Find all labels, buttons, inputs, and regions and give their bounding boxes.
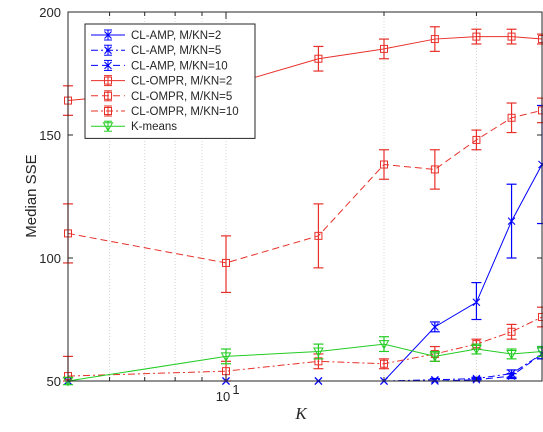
data-point-stroke: [507, 217, 516, 225]
legend-marker: [104, 107, 112, 115]
series-line: [67, 109, 543, 264]
data-point: [430, 35, 439, 44]
data-point: [380, 44, 388, 53]
legend-label: CL-AMP, M/KN=5: [131, 45, 221, 57]
plot-frame: [67, 11, 543, 382]
legend-box: [84, 23, 256, 139]
x-axis-label: K: [294, 404, 308, 423]
data-point: [430, 375, 439, 384]
legend-label: CL-AMP, M/KN=2: [131, 30, 221, 42]
legend-entry: CL-AMP, M/KN=10: [91, 59, 228, 72]
data-point-stroke: [430, 322, 439, 331]
data-point: [380, 160, 388, 169]
legend-marker: [104, 46, 112, 55]
data-point-stroke: [430, 375, 439, 384]
data-point: [313, 347, 324, 357]
data-point: [430, 322, 439, 331]
legend-label: K-means: [131, 121, 177, 133]
legend-marker: [104, 61, 112, 70]
legend-entry: CL-OMPR, M/KN=2: [91, 75, 232, 88]
series-line: [67, 343, 543, 382]
data-point: [472, 135, 481, 144]
legend-entry: CL-OMPR, M/KN=10: [91, 105, 239, 118]
data-point: [507, 217, 516, 225]
data-point: [429, 352, 441, 362]
x-tick-label: 10: [216, 389, 230, 404]
legend-label: CL-OMPR, M/KN=2: [131, 76, 232, 88]
data-point: [220, 352, 232, 362]
data-point: [222, 258, 230, 267]
data-point: [430, 165, 439, 174]
legend-marker-stroke: [104, 46, 112, 55]
legend-marker-stroke: [104, 31, 112, 39]
data-point: [507, 32, 516, 41]
series-line: [68, 353, 543, 382]
legend-entry: K-means: [91, 120, 177, 133]
legend-marker: [104, 31, 112, 39]
y-tick-label: 150: [39, 128, 61, 143]
data-point-stroke: [472, 298, 481, 307]
legend-entry: CL-AMP, M/KN=2: [91, 29, 221, 42]
legend-label: CL-OMPR, M/KN=5: [131, 91, 232, 103]
data-point: [314, 231, 323, 240]
data-point: [378, 340, 390, 350]
data-point: [506, 349, 517, 360]
data-point: [314, 54, 323, 63]
data-point: [472, 298, 481, 307]
data-point: [507, 372, 516, 380]
data-point-stroke: [507, 372, 516, 380]
data-point: [471, 345, 482, 355]
legend-marker-stroke: [104, 61, 112, 70]
y-tick-label: 50: [47, 374, 61, 389]
legend-label: CL-OMPR, M/KN=10: [131, 106, 239, 118]
data-point: [472, 32, 481, 41]
legend-label: CL-AMP, M/KN=10: [131, 60, 228, 72]
data-point: [507, 113, 516, 122]
data-point: [380, 359, 388, 368]
legend-marker: [104, 76, 112, 85]
data-point: [507, 327, 516, 336]
y-axis-label: Median SSE: [23, 154, 40, 237]
y-tick-label: 200: [39, 5, 61, 20]
legend-marker: [102, 122, 114, 132]
legend-entry: CL-AMP, M/KN=5: [91, 44, 221, 57]
legend-marker: [104, 91, 112, 100]
y-tick-label: 100: [39, 251, 61, 266]
legend-entry: CL-OMPR, M/KN=5: [91, 90, 232, 103]
x-tick-label-exponent: 1: [232, 382, 239, 397]
legend: CL-AMP, M/KN=2 CL-AMP, M/KN=5 CL-AMP, M/KN…: [84, 23, 256, 139]
